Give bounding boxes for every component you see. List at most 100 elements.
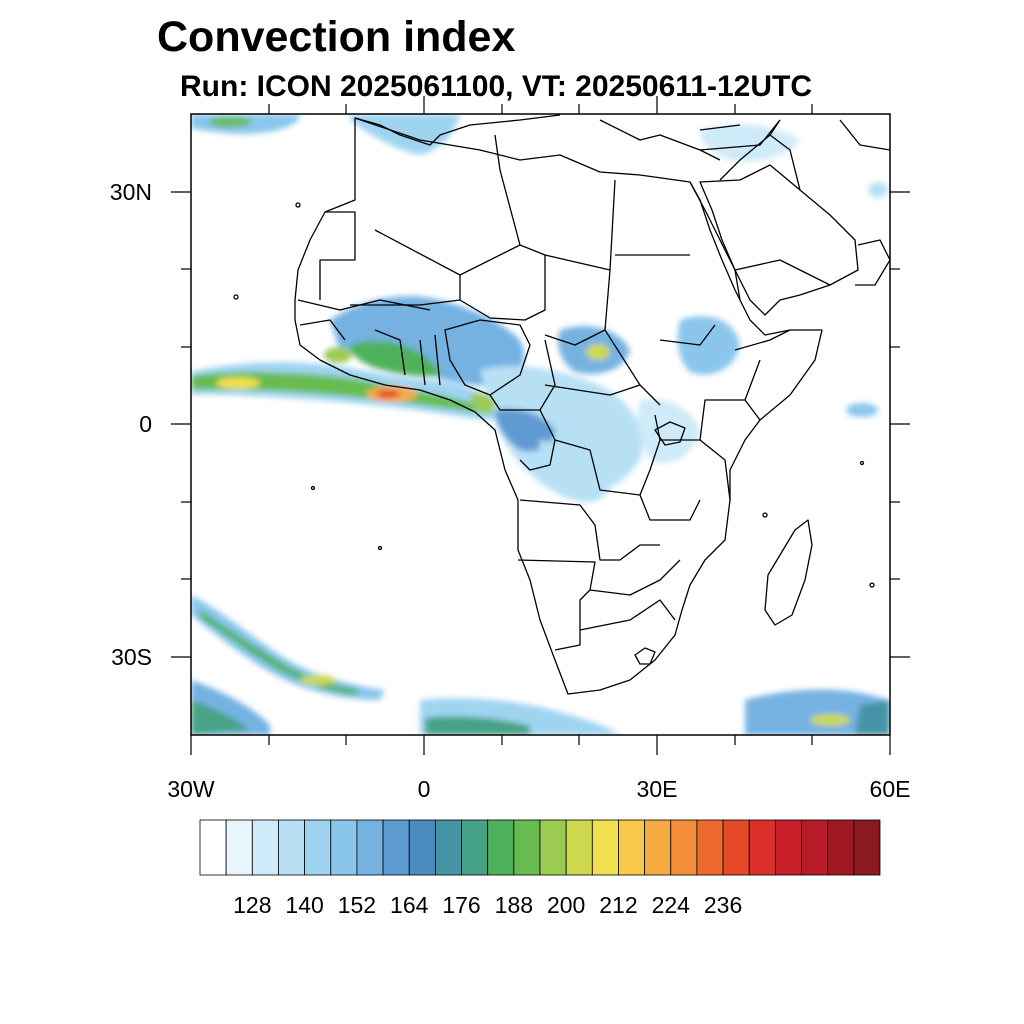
border-central-2 [604,329,641,386]
middle-east-border [699,119,781,151]
colorbar-swatch [801,819,829,876]
convection-indian-ocean [846,403,878,417]
arabia-border-1 [734,259,831,286]
colorbar-label: 176 [442,892,480,918]
border-central-3 [659,324,716,346]
border-lesotho [634,647,656,665]
lake-victoria [654,421,686,446]
convection-front-peak [300,675,336,685]
africa-coastline [294,117,823,695]
lat-axis-labels: 30N 0 30S [110,179,152,670]
colorbar-swatch [591,819,619,876]
convection-peak-sierra [324,347,352,363]
colorbar-swatch [278,819,306,876]
colorbar-swatch [199,819,227,876]
convection-peak-guinea-core [376,390,400,398]
colorbar-swatch [827,819,855,876]
colorbar-swatch [251,819,279,876]
comoros [762,512,768,518]
colorbar-swatch [408,819,436,876]
cape-verde [233,294,239,300]
colorbar-swatch [618,819,646,876]
border-south-2 [639,494,701,521]
lat-label-30s: 30S [111,644,152,670]
madagascar-coastline [764,519,813,626]
lat-label-30n: 30N [110,179,152,205]
lon-label-30e: 30E [637,776,678,802]
colorbar-swatch [774,819,802,876]
border-angola [517,559,596,651]
convection-south-atlantic-front [191,595,385,700]
colorbar-label: 128 [233,892,271,918]
colorbar-swatch [304,819,332,876]
border-north-4 [494,134,521,246]
border-sahel-1 [297,299,431,311]
chart-title: Convection index [157,13,516,61]
convection-central-africa [480,365,643,497]
lat-label-0: 0 [139,411,152,437]
convection-ethiopia [677,316,740,375]
colorbar-swatch [434,819,462,876]
border-southern-2 [579,599,676,631]
small-island-south [377,545,383,551]
colorbar-swatch [670,819,698,876]
convection-south-indian-peak [810,714,850,726]
border-central-1 [544,384,661,406]
colorbar-swatch [461,819,489,876]
colorbar-label: 236 [704,892,742,918]
border-congo [519,409,556,471]
convection-north-atlantic-core [208,117,252,127]
convection-peak-sudan [586,344,610,360]
colorbar-labels: 128 140 152 164 176 188 200 212 224 236 [233,892,742,918]
colorbar-swatch [539,819,567,876]
country-borders [233,114,890,695]
convection-middle-east [700,124,800,162]
border-north-7 [544,269,611,346]
lon-label-0: 0 [418,776,431,802]
colorbar-label: 200 [547,892,585,918]
convection-arabian-sea [868,182,888,198]
lon-label-60e: 60E [870,776,911,802]
colorbar-swatch [722,819,750,876]
map-area [191,114,890,735]
lon-label-30w: 30W [167,776,215,802]
border-southern-1 [589,559,681,596]
red-sea-coast [689,181,741,301]
convection-band-atlantic-core [191,372,495,414]
colorbar-label: 164 [390,892,429,918]
border-east-1 [660,439,731,501]
colorbar-swatch [748,819,776,876]
colorbar-swatch [565,819,593,876]
mauritius [869,582,875,588]
colorbar-label: 140 [285,892,323,918]
border-sahel-2 [299,319,346,341]
colorbar-swatch [644,819,672,876]
border-south-1 [519,499,660,561]
colorbar-swatch [853,819,881,876]
convection-east-africa [638,398,700,464]
colorbar-label: 152 [338,892,376,918]
small-island-atlantic [310,485,316,491]
colorbar-label: 224 [652,892,691,918]
chart-subtitle: Run: ICON 2025061100, VT: 20250611-12UTC [180,70,813,103]
convection-peak-atlantic [216,377,260,389]
colorbar-swatch [487,819,515,876]
convection-south-indian [745,689,890,735]
convection-west-africa [330,296,524,386]
convection-south-west-core [191,700,250,735]
convection-south-indian-edge [855,700,890,735]
border-sahel-4 [419,334,441,386]
seychelles [859,460,865,466]
colorbar-swatch [225,819,253,876]
colorbar-swatch [382,819,410,876]
europe-coastline [354,114,721,161]
convection-south-mid-core [425,716,530,735]
border-horn [734,329,791,401]
colorbar-label: 212 [599,892,637,918]
lon-axis-labels: 30W 0 30E 60E [167,776,910,802]
oman-coast [855,239,890,286]
colorbar-swatch [356,819,384,876]
arabia-coastline [699,164,859,316]
convection-west-africa-core [350,340,440,377]
convection-angola [539,440,610,502]
